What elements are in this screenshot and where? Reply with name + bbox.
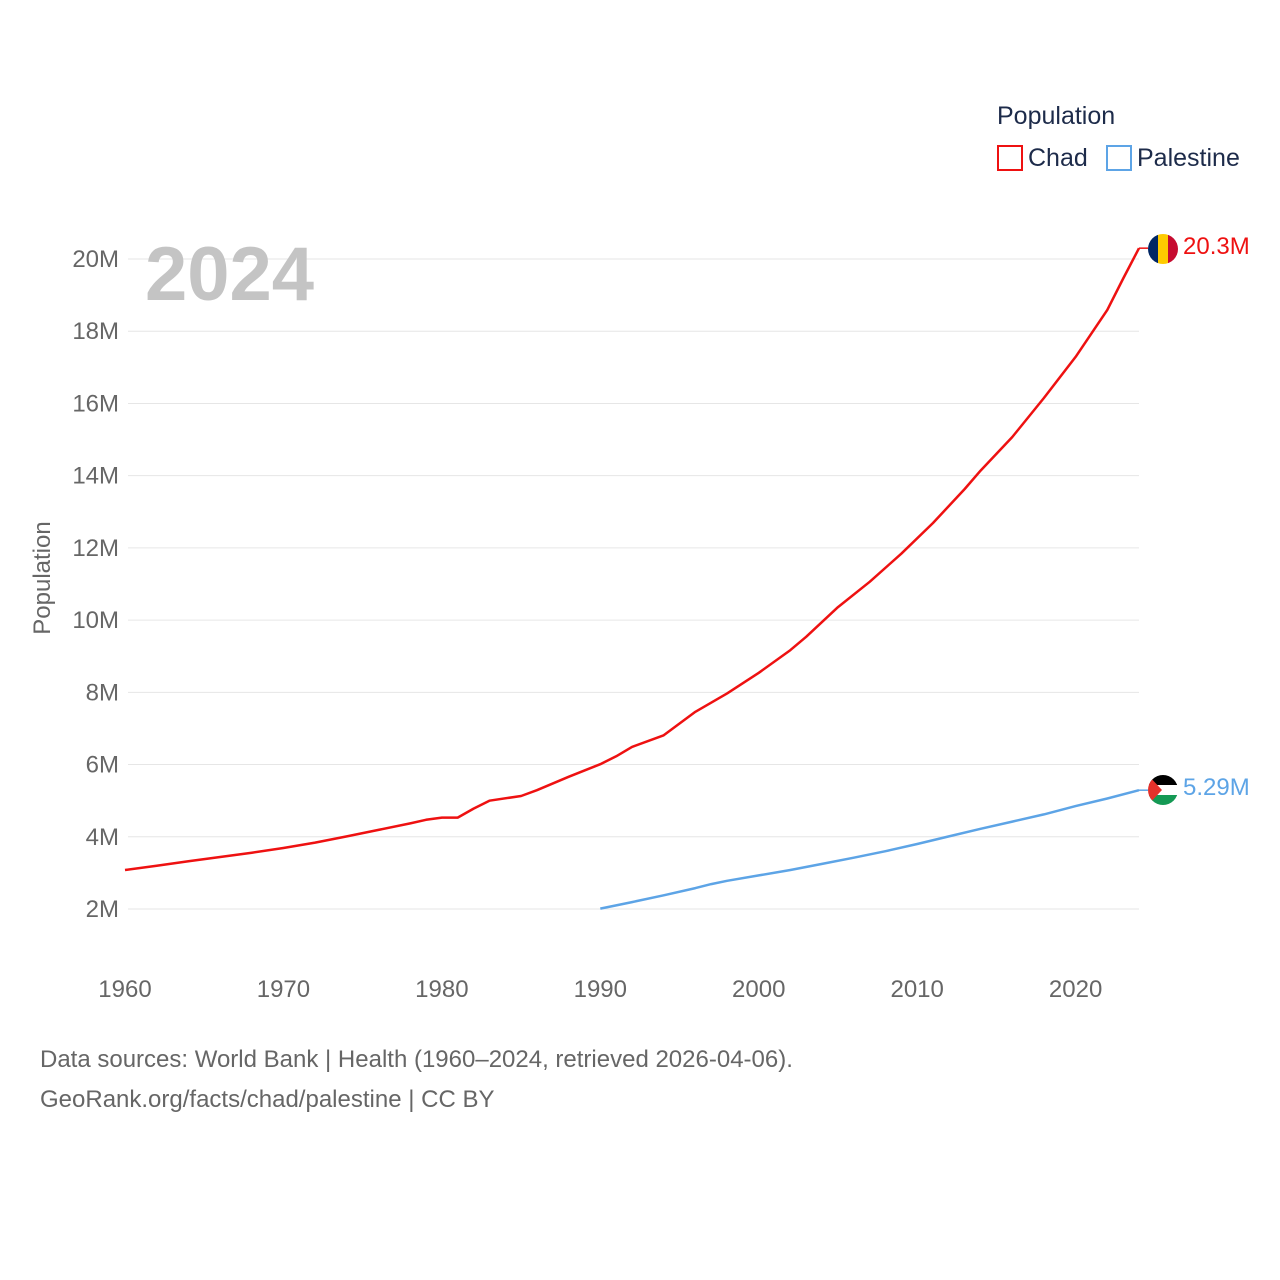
x-tick-label: 1980 bbox=[415, 976, 468, 1003]
y-axis-ticks: 2M 4M 6M 8M 10M 12M 14M 16M 18M 20M bbox=[72, 246, 119, 923]
series-line-chad[interactable] bbox=[124, 247, 1141, 872]
legend-label-palestine[interactable]: Palestine bbox=[1137, 144, 1240, 172]
y-tick-label: 20M bbox=[72, 246, 119, 273]
x-tick-label: 1970 bbox=[257, 976, 310, 1003]
footer-sources: Data sources: World Bank | Health (1960–… bbox=[40, 1046, 793, 1073]
palestine-flag-icon bbox=[1148, 775, 1178, 805]
y-tick-label: 8M bbox=[86, 679, 119, 706]
y-tick-label: 2M bbox=[86, 896, 119, 923]
end-label-chad: 20.3M bbox=[1183, 233, 1250, 260]
legend: Population Chad Palestine bbox=[997, 102, 1240, 172]
legend-title: Population bbox=[997, 102, 1115, 130]
series-line-palestine[interactable] bbox=[600, 788, 1140, 910]
legend-swatch-chad[interactable] bbox=[997, 145, 1023, 171]
y-tick-label: 4M bbox=[86, 824, 119, 851]
legend-label-chad[interactable]: Chad bbox=[1028, 144, 1088, 172]
end-label-palestine: 5.29M bbox=[1183, 774, 1250, 801]
legend-swatch-palestine[interactable] bbox=[1106, 145, 1132, 171]
y-axis-label: Population bbox=[29, 521, 56, 634]
gridlines bbox=[128, 258, 1139, 910]
x-tick-label: 1960 bbox=[98, 976, 151, 1003]
y-tick-label: 6M bbox=[86, 752, 119, 779]
x-tick-label: 2000 bbox=[732, 976, 785, 1003]
x-tick-label: 1990 bbox=[574, 976, 627, 1003]
chad-flag-icon bbox=[1148, 234, 1178, 264]
y-tick-label: 10M bbox=[72, 607, 119, 634]
y-tick-label: 18M bbox=[72, 318, 119, 345]
footer-attribution[interactable]: GeoRank.org/facts/chad/palestine | CC BY bbox=[40, 1086, 495, 1113]
x-tick-label: 2020 bbox=[1049, 976, 1102, 1003]
y-tick-label: 12M bbox=[72, 535, 119, 562]
x-tick-label: 2010 bbox=[890, 976, 943, 1003]
x-axis-ticks: 1960 1970 1980 1990 2000 2010 2020 bbox=[98, 976, 1102, 1003]
series-lines bbox=[124, 247, 1148, 910]
y-tick-label: 16M bbox=[72, 390, 119, 417]
year-display: 2024 bbox=[145, 232, 314, 317]
y-tick-label: 14M bbox=[72, 463, 119, 490]
